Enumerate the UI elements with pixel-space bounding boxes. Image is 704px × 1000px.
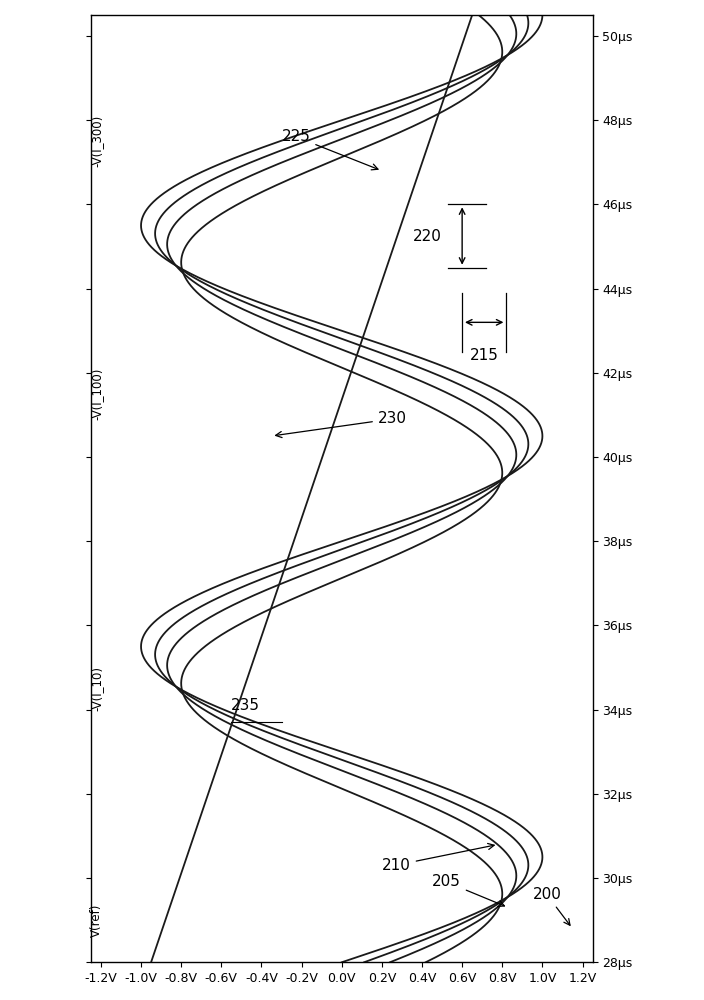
Text: 230: 230 [275, 411, 407, 438]
Text: 200: 200 [532, 887, 570, 925]
Text: 215: 215 [470, 348, 498, 363]
Text: 225: 225 [282, 129, 378, 170]
Text: V(ref): V(ref) [90, 903, 103, 937]
Text: -V(I_10): -V(I_10) [90, 666, 103, 711]
Text: 220: 220 [413, 229, 442, 244]
Text: 235: 235 [232, 698, 260, 713]
Text: 210: 210 [382, 843, 494, 873]
Text: -V(I_100): -V(I_100) [90, 368, 103, 420]
Text: 205: 205 [432, 874, 505, 906]
Text: -V(I_300): -V(I_300) [90, 115, 103, 167]
